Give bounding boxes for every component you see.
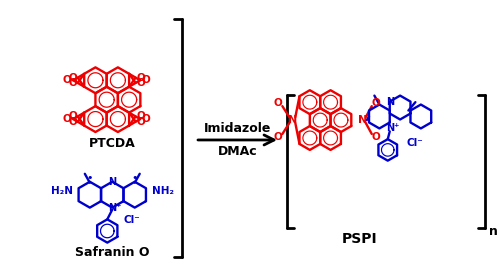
- Text: O: O: [136, 111, 145, 121]
- Text: O: O: [68, 117, 77, 127]
- Text: O: O: [136, 73, 145, 83]
- Text: O: O: [372, 98, 380, 108]
- Text: PTCDA: PTCDA: [89, 137, 136, 150]
- Text: O: O: [68, 78, 77, 88]
- Text: •: •: [132, 173, 138, 183]
- Text: •: •: [86, 173, 93, 183]
- Text: N: N: [386, 96, 394, 107]
- Text: O: O: [63, 75, 72, 85]
- Text: O: O: [63, 114, 72, 124]
- Text: N: N: [288, 115, 297, 125]
- Text: O: O: [68, 73, 77, 83]
- Text: N: N: [358, 115, 368, 125]
- Text: O: O: [372, 132, 380, 142]
- Text: O: O: [274, 132, 282, 142]
- Text: DMAc: DMAc: [218, 145, 258, 158]
- Text: N⁺: N⁺: [386, 124, 400, 133]
- Text: N⁺: N⁺: [108, 203, 122, 213]
- Text: O: O: [142, 114, 150, 124]
- Text: O: O: [136, 78, 145, 88]
- Text: O: O: [136, 117, 145, 127]
- Text: Cl⁻: Cl⁻: [124, 215, 140, 225]
- Text: n: n: [489, 225, 498, 238]
- Text: PSPI: PSPI: [342, 232, 378, 247]
- Text: H₂N: H₂N: [51, 186, 73, 196]
- Text: O: O: [68, 111, 77, 121]
- Text: O: O: [142, 75, 150, 85]
- Text: Cl⁻: Cl⁻: [406, 138, 424, 148]
- Text: Safranin O: Safranin O: [75, 246, 150, 259]
- Text: O: O: [274, 98, 282, 108]
- Text: N: N: [108, 177, 116, 187]
- Text: Imidazole: Imidazole: [204, 122, 271, 135]
- Text: NH₂: NH₂: [152, 186, 174, 196]
